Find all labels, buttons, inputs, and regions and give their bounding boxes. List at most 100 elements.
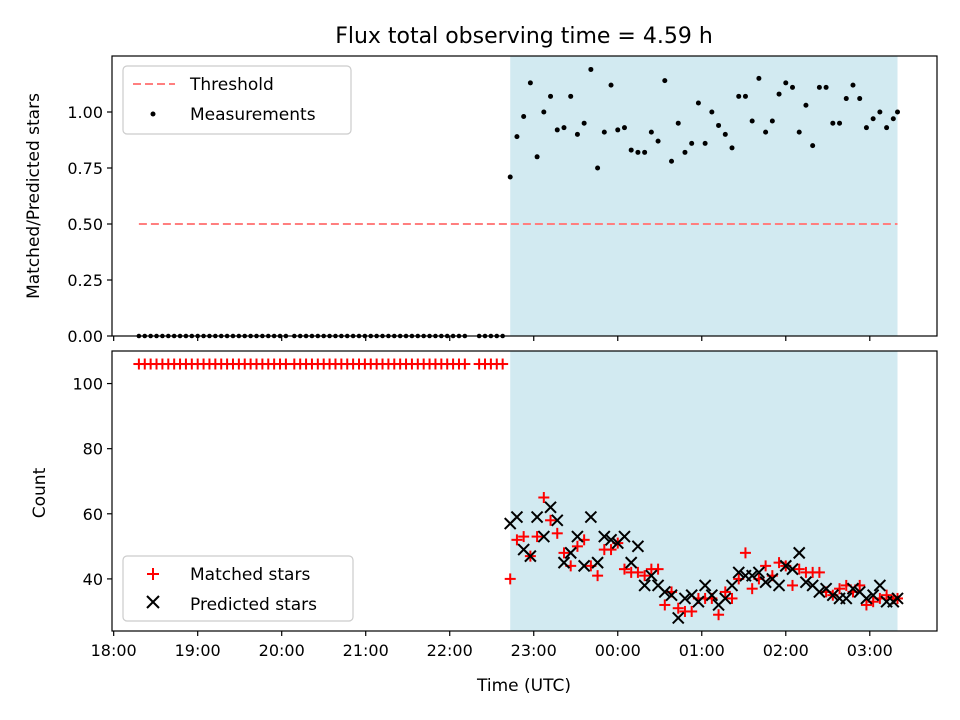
measurement-point (789, 84, 795, 90)
count-x-ticks: 18:00 19:00 20:00 21:00 22:00 23:00 00:00 01:00… (91, 631, 893, 660)
matched-star-point (605, 544, 617, 556)
matched-star-point (592, 570, 604, 582)
predicted-star-point (793, 546, 806, 560)
matched-star-point (531, 531, 543, 543)
matched-star-point (760, 560, 772, 572)
predicted-star-point (665, 588, 678, 602)
matched-star-points (133, 358, 904, 621)
measurements-legend-marker (150, 111, 156, 117)
measurement-point (736, 93, 742, 99)
matched-star-point (632, 566, 644, 578)
measurement-point (890, 116, 896, 122)
measurement-point (534, 154, 540, 160)
predicted-star-points (504, 501, 904, 625)
matched-star-point (659, 599, 671, 611)
predicted-star-point (530, 510, 544, 524)
predicted-star-point (544, 501, 557, 514)
count-legend: Matched stars Predicted stars (122, 555, 354, 622)
measurement-point (669, 158, 675, 164)
measurement-point (816, 84, 822, 90)
predicted-star-point (813, 585, 826, 599)
measurement-point (742, 93, 748, 99)
predicted-star-point (624, 556, 638, 569)
measurement-point (877, 109, 883, 115)
matched-star-point (672, 602, 684, 614)
measurement-point (850, 82, 856, 88)
ratio-y-tick-label: 1.00 (67, 103, 103, 122)
predicted-star-point (658, 585, 672, 599)
count-y-tick-label: 40 (83, 570, 103, 589)
measurement-point (863, 125, 869, 131)
ratio-panel: 0.00 0.25 0.50 0.75 1.00 Matched/Predicted s… (24, 55, 938, 346)
matched-star-point (545, 514, 557, 526)
count-panel: 40 60 80 100 18:00 19:00 20:00 21:00 22:00 23:00… (30, 350, 938, 660)
ratio-panel-frame (111, 55, 938, 337)
predicted-star-point (840, 592, 853, 605)
measurement-point (527, 80, 533, 86)
predicted-star-point (591, 556, 604, 569)
predicted-star-point (759, 575, 772, 589)
predicted-star-point (537, 530, 551, 543)
predicted-star-point (873, 579, 887, 592)
x-axis-label: Time (UTC) (476, 676, 571, 696)
x-tick-label: 02:00 (763, 641, 809, 660)
measurement-point (507, 174, 513, 180)
predicted-star-point (584, 510, 598, 524)
measurement-point (763, 129, 769, 135)
x-tick-label: 18:00 (91, 641, 137, 660)
measurement-point (857, 96, 863, 102)
measurement-point (776, 91, 782, 97)
measurement-point (870, 116, 876, 122)
measurement-point (823, 84, 829, 90)
predicted-star-point (719, 592, 732, 605)
matched-star-point (639, 570, 651, 582)
measurement-point (722, 131, 728, 137)
ratio-y-tick-label: 0.25 (67, 271, 103, 290)
predicted-star-point (752, 566, 766, 579)
matched-star-point (860, 599, 872, 611)
matched-star-point (504, 573, 516, 585)
predicted-star-point (846, 582, 860, 595)
predicted-legend-marker (146, 595, 160, 609)
matched-star-point (739, 547, 751, 559)
measurement-point (682, 149, 688, 155)
measurement-point (621, 125, 627, 131)
ratio-y-axis-label: Matched/Predicted stars (24, 93, 44, 299)
predicted-star-point (725, 579, 739, 592)
measurement-point (689, 140, 695, 146)
predicted-star-point (638, 579, 651, 592)
measurement-point (709, 109, 715, 115)
matched-star-point (793, 563, 805, 575)
predicted-star-point (799, 575, 813, 589)
matched-star-point (713, 609, 725, 621)
matched-star-point (834, 583, 846, 595)
predicted-star-point (571, 530, 584, 543)
measurement-point (635, 149, 641, 155)
predicted-star-point (598, 530, 611, 543)
x-tick-label: 00:00 (595, 641, 641, 660)
measurement-point (749, 118, 755, 124)
matched-star-point (786, 579, 798, 591)
predicted-star-point (772, 579, 786, 592)
measurement-point (756, 75, 762, 81)
matched-star-point (551, 527, 563, 539)
measurement-point (541, 109, 547, 115)
predicted-star-point (564, 546, 577, 560)
predicted-star-point (524, 549, 537, 563)
x-tick-label: 21:00 (343, 641, 389, 660)
predicted-star-point (732, 566, 745, 579)
measurement-point (595, 165, 601, 171)
measurement-point (601, 129, 607, 135)
measurement-point (554, 127, 560, 133)
matched-legend-marker (147, 568, 159, 580)
matched-star-point (652, 563, 664, 575)
matched-star-point (813, 566, 825, 578)
measurement-point (581, 120, 587, 126)
ratio-x-ticks (113, 336, 871, 341)
predicted-star-point (557, 556, 571, 569)
measurement-point (521, 113, 527, 119)
ratio-y-ticks: 0.00 0.25 0.50 0.75 1.00 (67, 103, 112, 346)
measurement-point (514, 134, 520, 140)
measurement-point (837, 120, 843, 126)
predicted-star-point (860, 592, 873, 605)
